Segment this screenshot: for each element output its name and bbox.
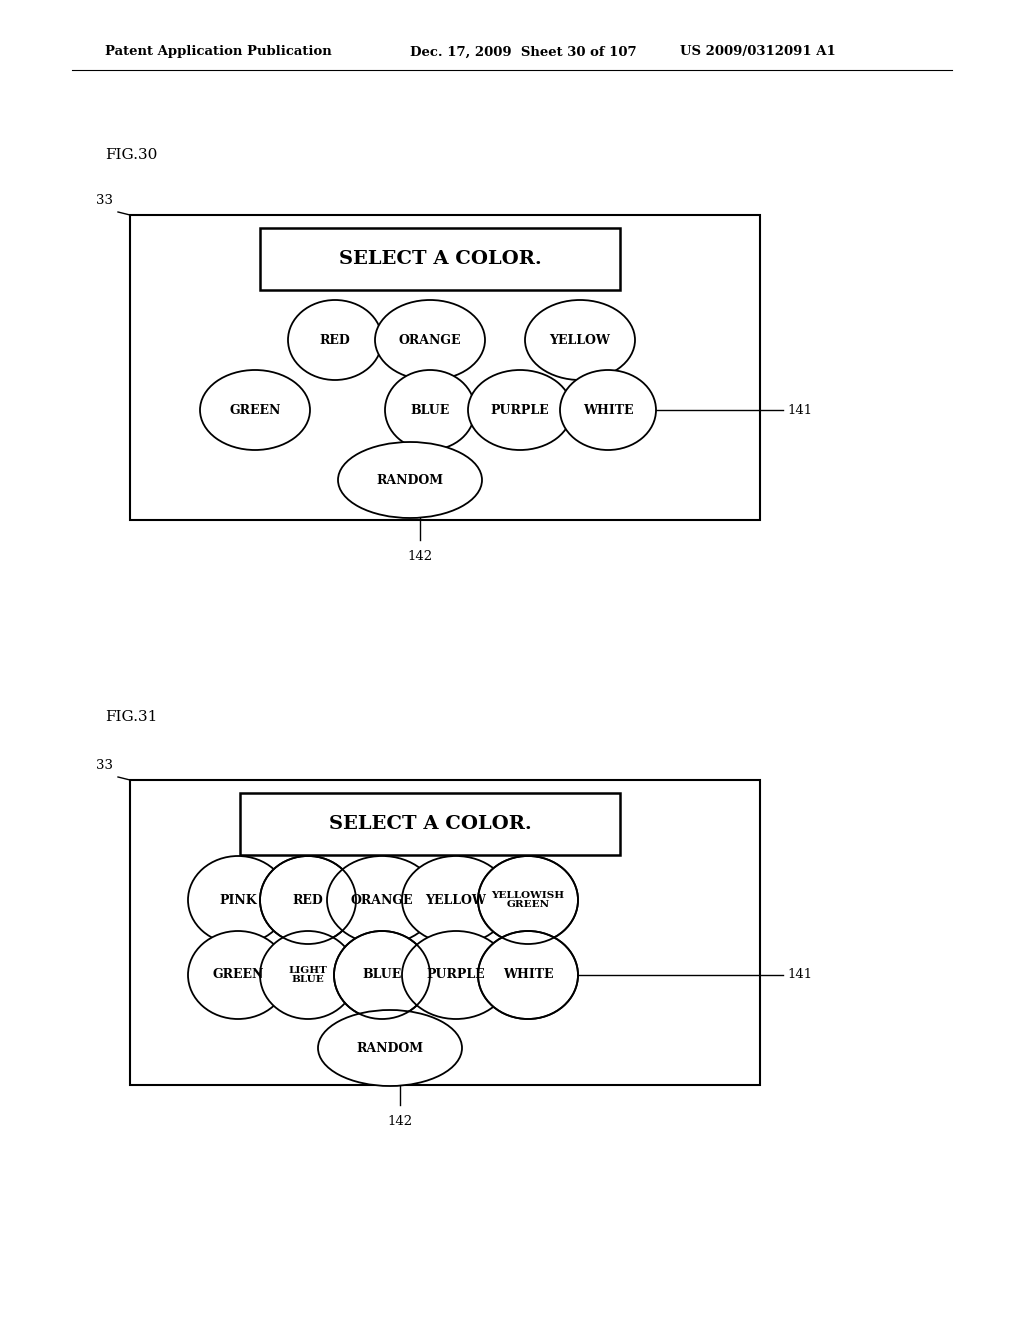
Ellipse shape xyxy=(375,300,485,380)
Ellipse shape xyxy=(560,370,656,450)
Text: ORANGE: ORANGE xyxy=(351,894,414,907)
Bar xyxy=(130,215,760,520)
Text: Dec. 17, 2009  Sheet 30 of 107: Dec. 17, 2009 Sheet 30 of 107 xyxy=(410,45,637,58)
Ellipse shape xyxy=(288,300,382,380)
Text: WHITE: WHITE xyxy=(503,969,553,982)
Text: 33: 33 xyxy=(96,759,113,772)
Text: PINK: PINK xyxy=(219,894,257,907)
Ellipse shape xyxy=(468,370,572,450)
Ellipse shape xyxy=(402,931,510,1019)
Ellipse shape xyxy=(385,370,475,450)
Ellipse shape xyxy=(260,931,356,1019)
Ellipse shape xyxy=(200,370,310,450)
Ellipse shape xyxy=(318,1010,462,1086)
Ellipse shape xyxy=(188,855,288,944)
Text: FIG.30: FIG.30 xyxy=(105,148,158,162)
Text: YELLOWISH
GREEN: YELLOWISH GREEN xyxy=(492,891,564,909)
Bar xyxy=(260,228,620,290)
Text: US 2009/0312091 A1: US 2009/0312091 A1 xyxy=(680,45,836,58)
Ellipse shape xyxy=(478,931,578,1019)
Ellipse shape xyxy=(188,931,288,1019)
Text: PURPLE: PURPLE xyxy=(427,969,485,982)
Text: WHITE: WHITE xyxy=(583,404,633,417)
Ellipse shape xyxy=(260,855,356,944)
Text: 142: 142 xyxy=(408,550,432,564)
Ellipse shape xyxy=(402,855,510,944)
Text: PURPLE: PURPLE xyxy=(490,404,549,417)
Ellipse shape xyxy=(525,300,635,380)
Text: RED: RED xyxy=(319,334,350,346)
Text: LIGHT
BLUE: LIGHT BLUE xyxy=(289,966,328,985)
Text: 141: 141 xyxy=(787,969,812,982)
Text: SELECT A COLOR.: SELECT A COLOR. xyxy=(339,249,542,268)
Text: GREEN: GREEN xyxy=(229,404,281,417)
Text: 33: 33 xyxy=(96,194,113,207)
Text: ORANGE: ORANGE xyxy=(398,334,461,346)
Text: YELLOW: YELLOW xyxy=(426,894,486,907)
Text: RANDOM: RANDOM xyxy=(356,1041,424,1055)
Text: YELLOW: YELLOW xyxy=(550,334,610,346)
Text: GREEN: GREEN xyxy=(212,969,264,982)
Ellipse shape xyxy=(478,855,578,944)
Text: BLUE: BLUE xyxy=(362,969,401,982)
Ellipse shape xyxy=(338,442,482,517)
Ellipse shape xyxy=(327,855,437,944)
Text: 141: 141 xyxy=(787,404,812,417)
Text: BLUE: BLUE xyxy=(411,404,450,417)
Text: 142: 142 xyxy=(387,1115,413,1129)
Bar xyxy=(240,793,620,855)
Bar xyxy=(130,780,760,1085)
Text: RANDOM: RANDOM xyxy=(377,474,443,487)
Text: SELECT A COLOR.: SELECT A COLOR. xyxy=(329,814,531,833)
Text: FIG.31: FIG.31 xyxy=(105,710,158,723)
Text: Patent Application Publication: Patent Application Publication xyxy=(105,45,332,58)
Text: RED: RED xyxy=(293,894,324,907)
Ellipse shape xyxy=(334,931,430,1019)
